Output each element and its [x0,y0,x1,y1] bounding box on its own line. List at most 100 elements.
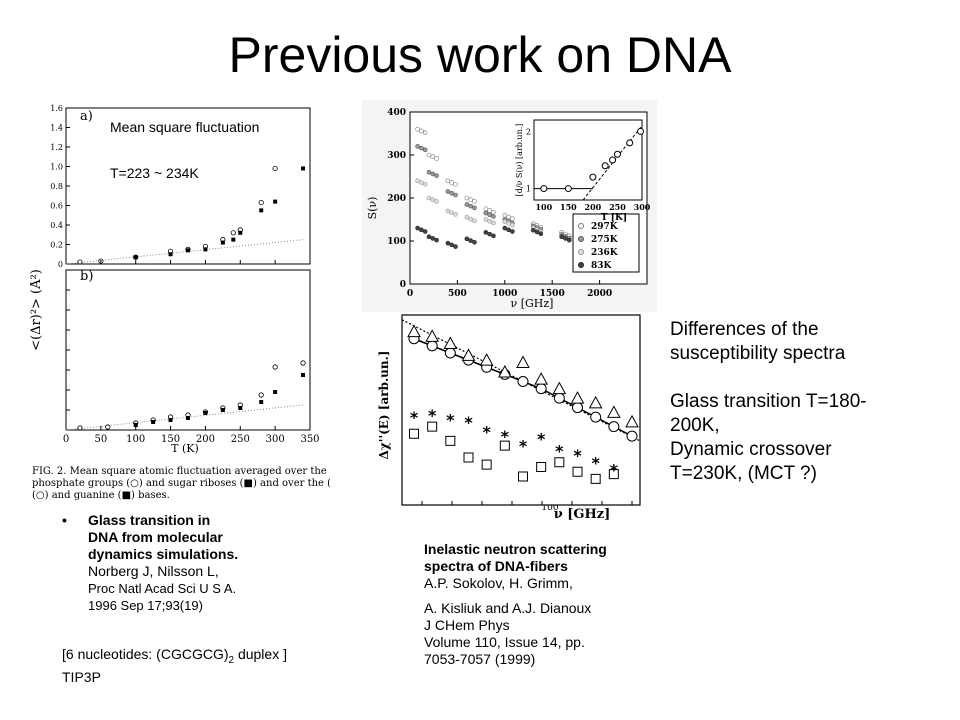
data-point-83K [510,229,515,234]
data-point-asterisk: * [482,422,491,441]
data-point-236K [468,216,473,222]
data-point-circle [590,411,602,423]
annotation-temperature: T=223 ~ 234K [110,165,199,181]
data-point-asterisk: * [555,441,564,460]
ref-right-line-2: A. Kisliuk and A.J. Dianoux [424,600,592,616]
inset-x-label: T [K] [601,213,627,223]
data-point-triangle [479,353,494,366]
data-point-297K [472,199,477,204]
data-point-asterisk: * [428,406,437,425]
data-point-83K [534,229,540,235]
data-point-triangle [606,405,621,418]
ref-left-title-3: dynamics simulations. [88,546,239,562]
x-tick-label: 150 [161,434,180,445]
mid-bottom-x-label: ν [GHz] [554,507,611,522]
data-point-filled [168,418,173,422]
x-tick-label: 1000 [492,289,517,299]
legend-marker [578,223,584,229]
data-point-open [98,258,104,264]
data-point-275K [468,203,473,209]
data-point-filled [238,230,243,235]
data-point-236K [502,219,508,224]
data-point-275K [491,214,496,219]
data-point-236K [426,195,432,201]
data-point-asterisk: * [537,430,546,449]
data-point-236K [449,210,455,215]
data-point-83K [566,237,572,243]
data-point-83K [491,233,496,239]
data-point-83K [563,236,568,241]
data-point-circle [608,421,620,433]
ref-left-note-2: TIP3P [62,668,101,685]
ref-right-line-4: Volume 110, Issue 14, pp. [424,634,585,650]
data-point-83K [453,244,458,249]
data-point-236K [445,208,451,214]
x-tick-label: 500 [448,289,467,299]
note-subscript: 2 [228,654,235,666]
data-point-filled [168,252,173,257]
legend-label: 297K [591,222,619,232]
data-point-83K [415,225,420,231]
data-point-filled [133,423,138,427]
x-tick-label: 350 [300,434,319,445]
data-point-open [77,259,83,265]
side-note-line-4: 200K, [670,415,720,436]
inset-frame [533,119,643,201]
y-tick-label: 0.8 [50,182,63,191]
data-point-circle [626,430,638,442]
legend-marker [578,249,584,255]
middle-bottom-figure: Δχ''(E) [arb.un.] ν [GHz] 100 * * * * * * * * * *… [372,310,647,525]
side-note-line-3: Glass transition T=180- [670,391,867,412]
ref-left-note-1: [6 nucleotides: (CGCGCG)2 duplex ] [62,646,382,669]
inset-data-point [637,127,645,135]
data-point-83K [422,229,428,234]
data-point-filled [186,416,190,420]
panel-a: 0 0.2 0.4 0.6 0.8 1.0 1.2 1.4 1.6 [50,104,311,269]
inset-y-label: [d/ν S(ν) [arb.un.] [515,124,524,197]
data-point-275K [445,189,451,194]
data-point-triangle [497,364,512,378]
side-note-line-6: T=230K, (MCT ?) [670,463,817,484]
data-point-open [105,424,111,430]
data-point-297K [430,154,436,160]
data-point-asterisk: * [610,460,619,479]
note-suffix: duplex ] [234,646,287,662]
data-point-275K [483,210,489,216]
data-point-275K [419,145,424,151]
x-tick-label: 200 [196,434,215,445]
y-tick-label: 100 [387,237,406,247]
data-point-83K [559,234,564,239]
data-point-297K [506,214,511,220]
panel-a-label: a) [80,109,93,124]
data-point-275K [487,212,492,218]
data-point-triangle [443,336,458,349]
data-point-83K [530,227,536,233]
side-note-line-2: susceptibility spectra [670,343,846,364]
ref-right-line-3: J CHem Phys [424,617,510,633]
data-point-triangle [516,355,530,368]
data-point-297K [422,130,428,135]
data-point-83K [487,231,492,237]
data-point-open [230,230,236,236]
data-point-236K [483,217,489,222]
y-tick-label: 300 [387,151,406,161]
y-tick-label: 0 [400,280,406,290]
data-point-filled [151,420,156,424]
legend-marker [578,236,584,242]
data-point-83K [464,236,470,242]
data-point-275K [453,192,458,198]
data-point-275K [415,144,420,149]
y-tick-label: 0.4 [50,221,63,230]
inset-data-point [613,150,621,158]
data-point-filled [273,199,278,204]
data-point-83K [419,227,424,233]
data-point-83K [506,227,511,233]
legend-label: 83K [591,261,613,271]
inset-data-point [564,185,572,193]
data-point-filled [259,400,264,404]
caption-line-2: phosphate groups (○) and sugar riboses (… [32,478,330,489]
ref-right-line-5: 7053-7057 (1999) [424,651,536,667]
data-point-275K [434,173,439,178]
legend-label: 275K [591,235,619,245]
slide-title: Previous work on DNA [228,27,732,83]
